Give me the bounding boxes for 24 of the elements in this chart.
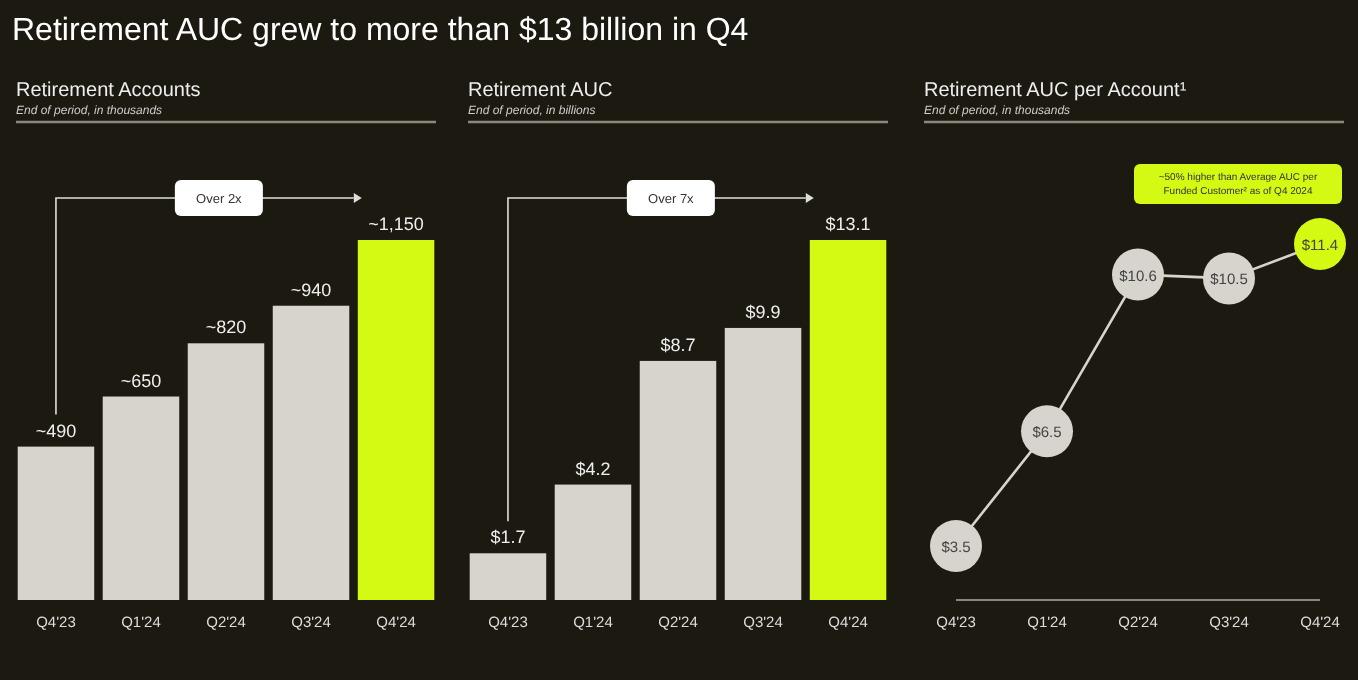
data-label: $9.9 xyxy=(745,301,781,322)
bar xyxy=(639,360,717,600)
data-label: ~820 xyxy=(205,317,247,338)
chart-title: Retirement AUC xyxy=(468,80,613,102)
data-label: $13.1 xyxy=(825,214,871,234)
text: Retirement AUC grew to more than $13 billion in Q4 xyxy=(12,14,749,48)
bar xyxy=(102,396,180,600)
chart-title: Retirement AUC per Account¹ xyxy=(924,80,1188,102)
bar xyxy=(724,327,802,600)
data-label: ~940 xyxy=(290,279,332,300)
bar xyxy=(554,484,632,600)
data-label: $1.7 xyxy=(490,527,526,548)
data-label: ~1,150 xyxy=(368,214,424,234)
data-label: $4.2 xyxy=(575,458,611,479)
chart-title: Retirement Accounts xyxy=(16,80,201,102)
data-label: $8.7 xyxy=(660,334,696,355)
bar xyxy=(187,343,265,600)
bar xyxy=(469,553,547,600)
data-label: ~490 xyxy=(35,420,77,441)
data-label: ~650 xyxy=(120,370,162,391)
bar xyxy=(17,446,95,600)
bar xyxy=(272,305,350,600)
bar xyxy=(357,240,435,600)
bar xyxy=(809,240,887,600)
